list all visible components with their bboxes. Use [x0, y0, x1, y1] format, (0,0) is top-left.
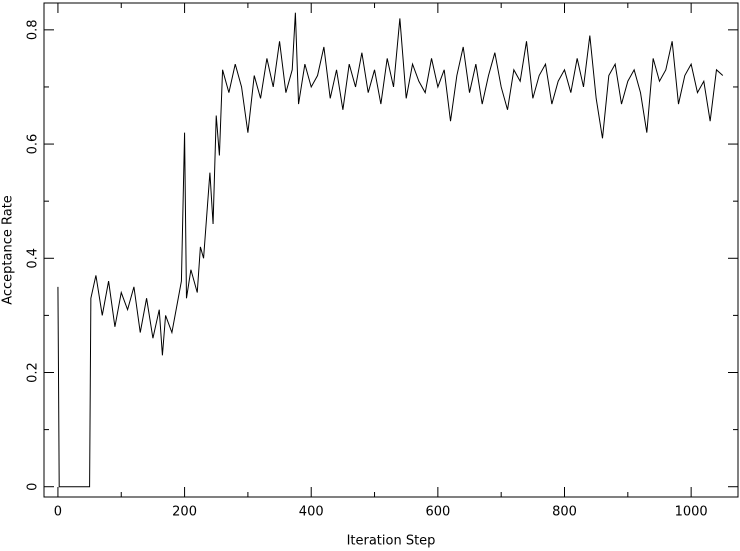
- x-tick-label: 1000: [675, 505, 708, 520]
- plot-frame: [43, 2, 739, 498]
- y-tick-label: 0.6: [26, 134, 41, 155]
- x-tick-label: 0: [54, 505, 62, 520]
- x-tick-label: 600: [425, 505, 450, 520]
- y-tick-label: 0: [26, 483, 41, 491]
- y-tick-label: 0.4: [26, 248, 41, 269]
- x-tick-label: 800: [552, 505, 577, 520]
- y-tick-label: 0.8: [26, 19, 41, 40]
- x-tick-label: 200: [172, 505, 197, 520]
- y-tick-label: 0.2: [26, 362, 41, 383]
- y-axis-label: Acceptance Rate: [1, 195, 16, 305]
- x-axis-label: Iteration Step: [347, 534, 436, 549]
- data-line: [57, 12, 724, 488]
- x-tick-label: 400: [299, 505, 324, 520]
